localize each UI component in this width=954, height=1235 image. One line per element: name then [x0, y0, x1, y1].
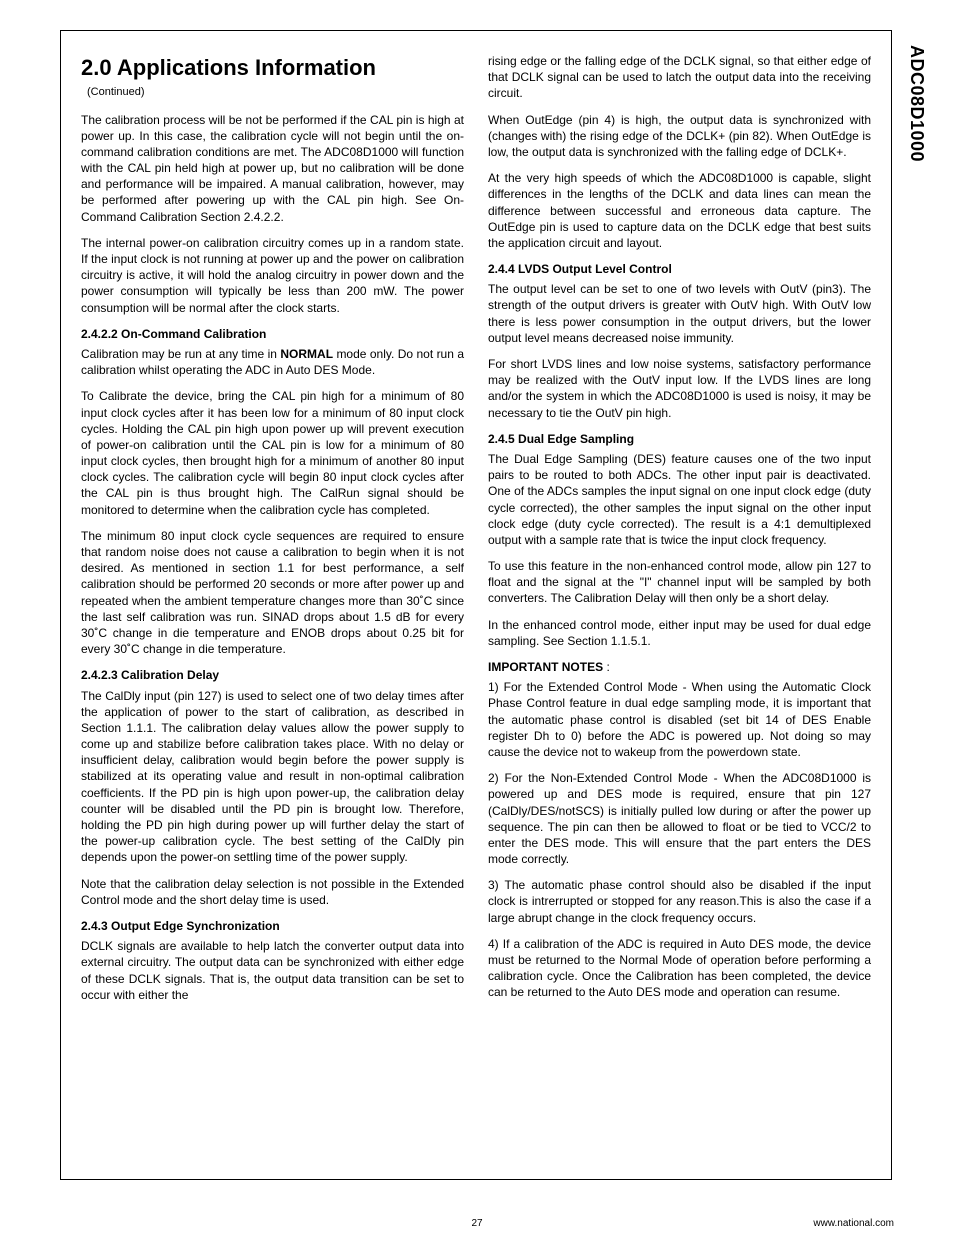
body-paragraph: The minimum 80 input clock cycle sequenc…	[81, 528, 464, 658]
content-frame: ADC08D1000 2.0 Applications Information …	[60, 30, 892, 1180]
note-item: 4) If a calibration of the ADC is requir…	[488, 936, 871, 1001]
text-bold: NORMAL	[280, 347, 333, 361]
subheading-245: 2.4.5 Dual Edge Sampling	[488, 431, 871, 447]
body-paragraph: Calibration may be run at any time in NO…	[81, 346, 464, 378]
body-paragraph: DCLK signals are available to help latch…	[81, 938, 464, 1003]
side-part-number: ADC08D1000	[906, 45, 927, 162]
body-paragraph: rising edge or the falling edge of the D…	[488, 53, 871, 102]
note-item: 1) For the Extended Control Mode - When …	[488, 679, 871, 760]
body-paragraph: At the very high speeds of which the ADC…	[488, 170, 871, 251]
page-footer: 27 www.national.com	[0, 1218, 954, 1229]
body-paragraph: To use this feature in the non-enhanced …	[488, 558, 871, 607]
footer-url: www.national.com	[813, 1218, 894, 1229]
continued-label: (Continued)	[87, 85, 464, 100]
note-item: 2) For the Non-Extended Control Mode - W…	[488, 770, 871, 867]
subheading-243: 2.4.3 Output Edge Synchronization	[81, 918, 464, 934]
section-title: 2.0 Applications Information	[81, 53, 464, 83]
body-paragraph: The Dual Edge Sampling (DES) feature cau…	[488, 451, 871, 548]
body-paragraph: For short LVDS lines and low noise syste…	[488, 356, 871, 421]
body-paragraph: When OutEdge (pin 4) is high, the output…	[488, 112, 871, 161]
body-paragraph: The internal power-on calibration circui…	[81, 235, 464, 316]
page-number: 27	[471, 1218, 482, 1229]
body-paragraph: The CalDly input (pin 127) is used to se…	[81, 688, 464, 866]
body-paragraph: To Calibrate the device, bring the CAL p…	[81, 388, 464, 518]
text-bold: IMPORTANT NOTES	[488, 660, 603, 674]
subheading-2422: 2.4.2.2 On-Command Calibration	[81, 326, 464, 342]
subheading-244: 2.4.4 LVDS Output Level Control	[488, 261, 871, 277]
text-run: Calibration may be run at any time in	[81, 347, 280, 361]
text-run: :	[603, 660, 610, 674]
page: ADC08D1000 2.0 Applications Information …	[0, 0, 954, 1235]
body-paragraph: The output level can be set to one of tw…	[488, 281, 871, 346]
body-paragraph: The calibration process will be not be p…	[81, 112, 464, 225]
two-column-body: 2.0 Applications Information (Continued)…	[81, 53, 871, 1012]
body-paragraph: In the enhanced control mode, either inp…	[488, 617, 871, 649]
subheading-2423: 2.4.2.3 Calibration Delay	[81, 667, 464, 683]
note-item: 3) The automatic phase control should al…	[488, 877, 871, 926]
important-notes-label: IMPORTANT NOTES :	[488, 659, 871, 675]
body-paragraph: Note that the calibration delay selectio…	[81, 876, 464, 908]
